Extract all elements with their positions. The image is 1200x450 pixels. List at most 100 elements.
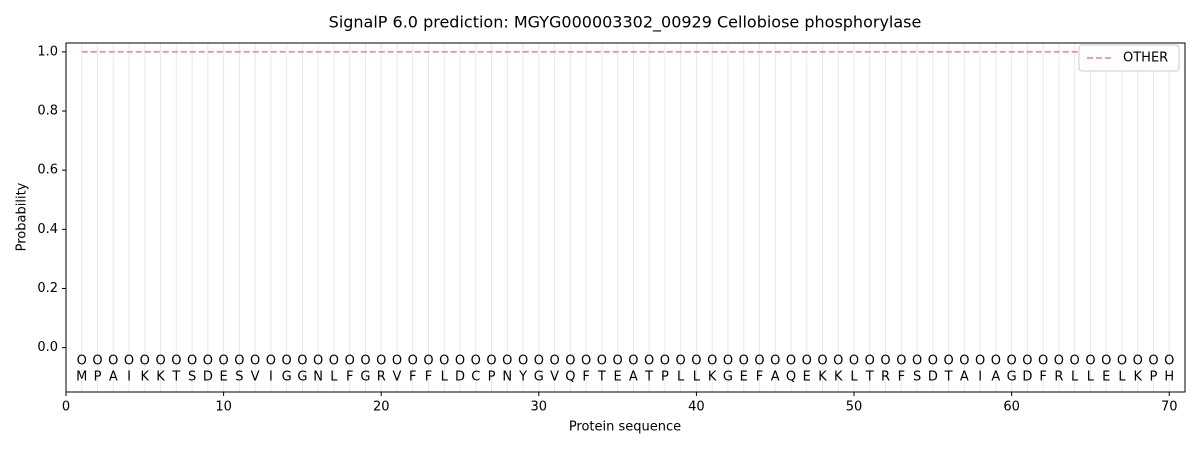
- residue-label: K: [834, 370, 843, 385]
- region-label: O: [975, 354, 985, 369]
- residue-label: A: [109, 370, 118, 385]
- residue-label: A: [960, 370, 969, 385]
- residue-label: Q: [565, 370, 575, 385]
- region-label: O: [676, 354, 686, 369]
- region-label: O: [613, 354, 623, 369]
- residue-label: G: [297, 370, 307, 385]
- y-tick-label: 0.2: [37, 281, 58, 296]
- region-label: O: [92, 354, 102, 369]
- x-tick-label: 0: [62, 400, 70, 415]
- residue-label: L: [693, 370, 701, 385]
- residue-label: C: [471, 370, 480, 385]
- residue-label: L: [1087, 370, 1095, 385]
- residue-label: G: [723, 370, 733, 385]
- x-axis-label: Protein sequence: [569, 420, 681, 435]
- residue-label: L: [1071, 370, 1079, 385]
- region-label: O: [1117, 354, 1127, 369]
- residue-label: S: [913, 370, 921, 385]
- residue-label: I: [978, 370, 982, 385]
- residue-label: L: [850, 370, 858, 385]
- residue-label: Y: [518, 370, 527, 385]
- y-tick-label: 0.6: [37, 163, 58, 178]
- residue-label: D: [455, 370, 465, 385]
- region-label: O: [77, 354, 87, 369]
- residue-label: T: [644, 370, 653, 385]
- region-label: O: [1054, 354, 1064, 369]
- region-label: O: [266, 354, 276, 369]
- residue-label: V: [251, 370, 260, 385]
- residue-label: F: [409, 370, 416, 385]
- region-label: O: [187, 354, 197, 369]
- x-tick-label: 50: [846, 400, 863, 415]
- residue-label: F: [582, 370, 589, 385]
- residue-label: K: [156, 370, 165, 385]
- region-label: O: [565, 354, 575, 369]
- residue-label: V: [393, 370, 402, 385]
- region-label: O: [203, 354, 213, 369]
- residue-label: G: [282, 370, 292, 385]
- region-label: O: [471, 354, 481, 369]
- residue-label: V: [550, 370, 559, 385]
- region-label: O: [1101, 354, 1111, 369]
- region-label: O: [849, 354, 859, 369]
- residue-label: I: [269, 370, 273, 385]
- residue-label: E: [614, 370, 622, 385]
- x-tick-label: 10: [215, 400, 232, 415]
- legend-label: OTHER: [1123, 51, 1168, 66]
- y-axis-label: Probability: [15, 182, 30, 251]
- region-label: O: [549, 354, 559, 369]
- x-tick-label: 30: [531, 400, 548, 415]
- residue-label: E: [803, 370, 811, 385]
- region-label: O: [345, 354, 355, 369]
- residue-label: T: [597, 370, 606, 385]
- residue-label: Q: [786, 370, 796, 385]
- region-label: O: [833, 354, 843, 369]
- region-label: O: [423, 354, 433, 369]
- region-label: O: [943, 354, 953, 369]
- region-label: O: [171, 354, 181, 369]
- residue-label: P: [94, 370, 102, 385]
- region-label: O: [1007, 354, 1017, 369]
- region-label: O: [896, 354, 906, 369]
- region-label: O: [739, 354, 749, 369]
- residue-label: R: [881, 370, 890, 385]
- residue-label: F: [425, 370, 432, 385]
- region-label: O: [297, 354, 307, 369]
- region-label: O: [912, 354, 922, 369]
- region-label: O: [439, 354, 449, 369]
- residue-label: L: [441, 370, 449, 385]
- region-label: O: [218, 354, 228, 369]
- residue-label: S: [235, 370, 243, 385]
- residue-label: K: [818, 370, 827, 385]
- chart-title: SignalP 6.0 prediction: MGYG000003302_00…: [329, 13, 922, 33]
- residue-label: N: [502, 370, 512, 385]
- region-label: O: [817, 354, 827, 369]
- residue-label: G: [534, 370, 544, 385]
- residue-label: P: [661, 370, 669, 385]
- region-label: O: [140, 354, 150, 369]
- region-label: O: [880, 354, 890, 369]
- region-label: O: [660, 354, 670, 369]
- region-label: O: [376, 354, 386, 369]
- plot-frame: [65, 42, 1186, 393]
- y-tick-label: 0.4: [37, 222, 58, 237]
- region-label: O: [234, 354, 244, 369]
- region-label: O: [707, 354, 717, 369]
- region-label: O: [597, 354, 607, 369]
- region-label: O: [581, 354, 591, 369]
- region-label: O: [313, 354, 323, 369]
- x-tick-label: 70: [1161, 400, 1178, 415]
- region-label: O: [1148, 354, 1158, 369]
- residue-label: T: [865, 370, 874, 385]
- region-label: O: [360, 354, 370, 369]
- region-label: O: [1070, 354, 1080, 369]
- residue-label: A: [771, 370, 780, 385]
- residue-label: I: [127, 370, 131, 385]
- residue-label: K: [141, 370, 150, 385]
- region-label: O: [991, 354, 1001, 369]
- residue-label: K: [1133, 370, 1142, 385]
- region-label: O: [1164, 354, 1174, 369]
- residue-label: K: [708, 370, 717, 385]
- residue-label: F: [346, 370, 353, 385]
- region-label: O: [1038, 354, 1048, 369]
